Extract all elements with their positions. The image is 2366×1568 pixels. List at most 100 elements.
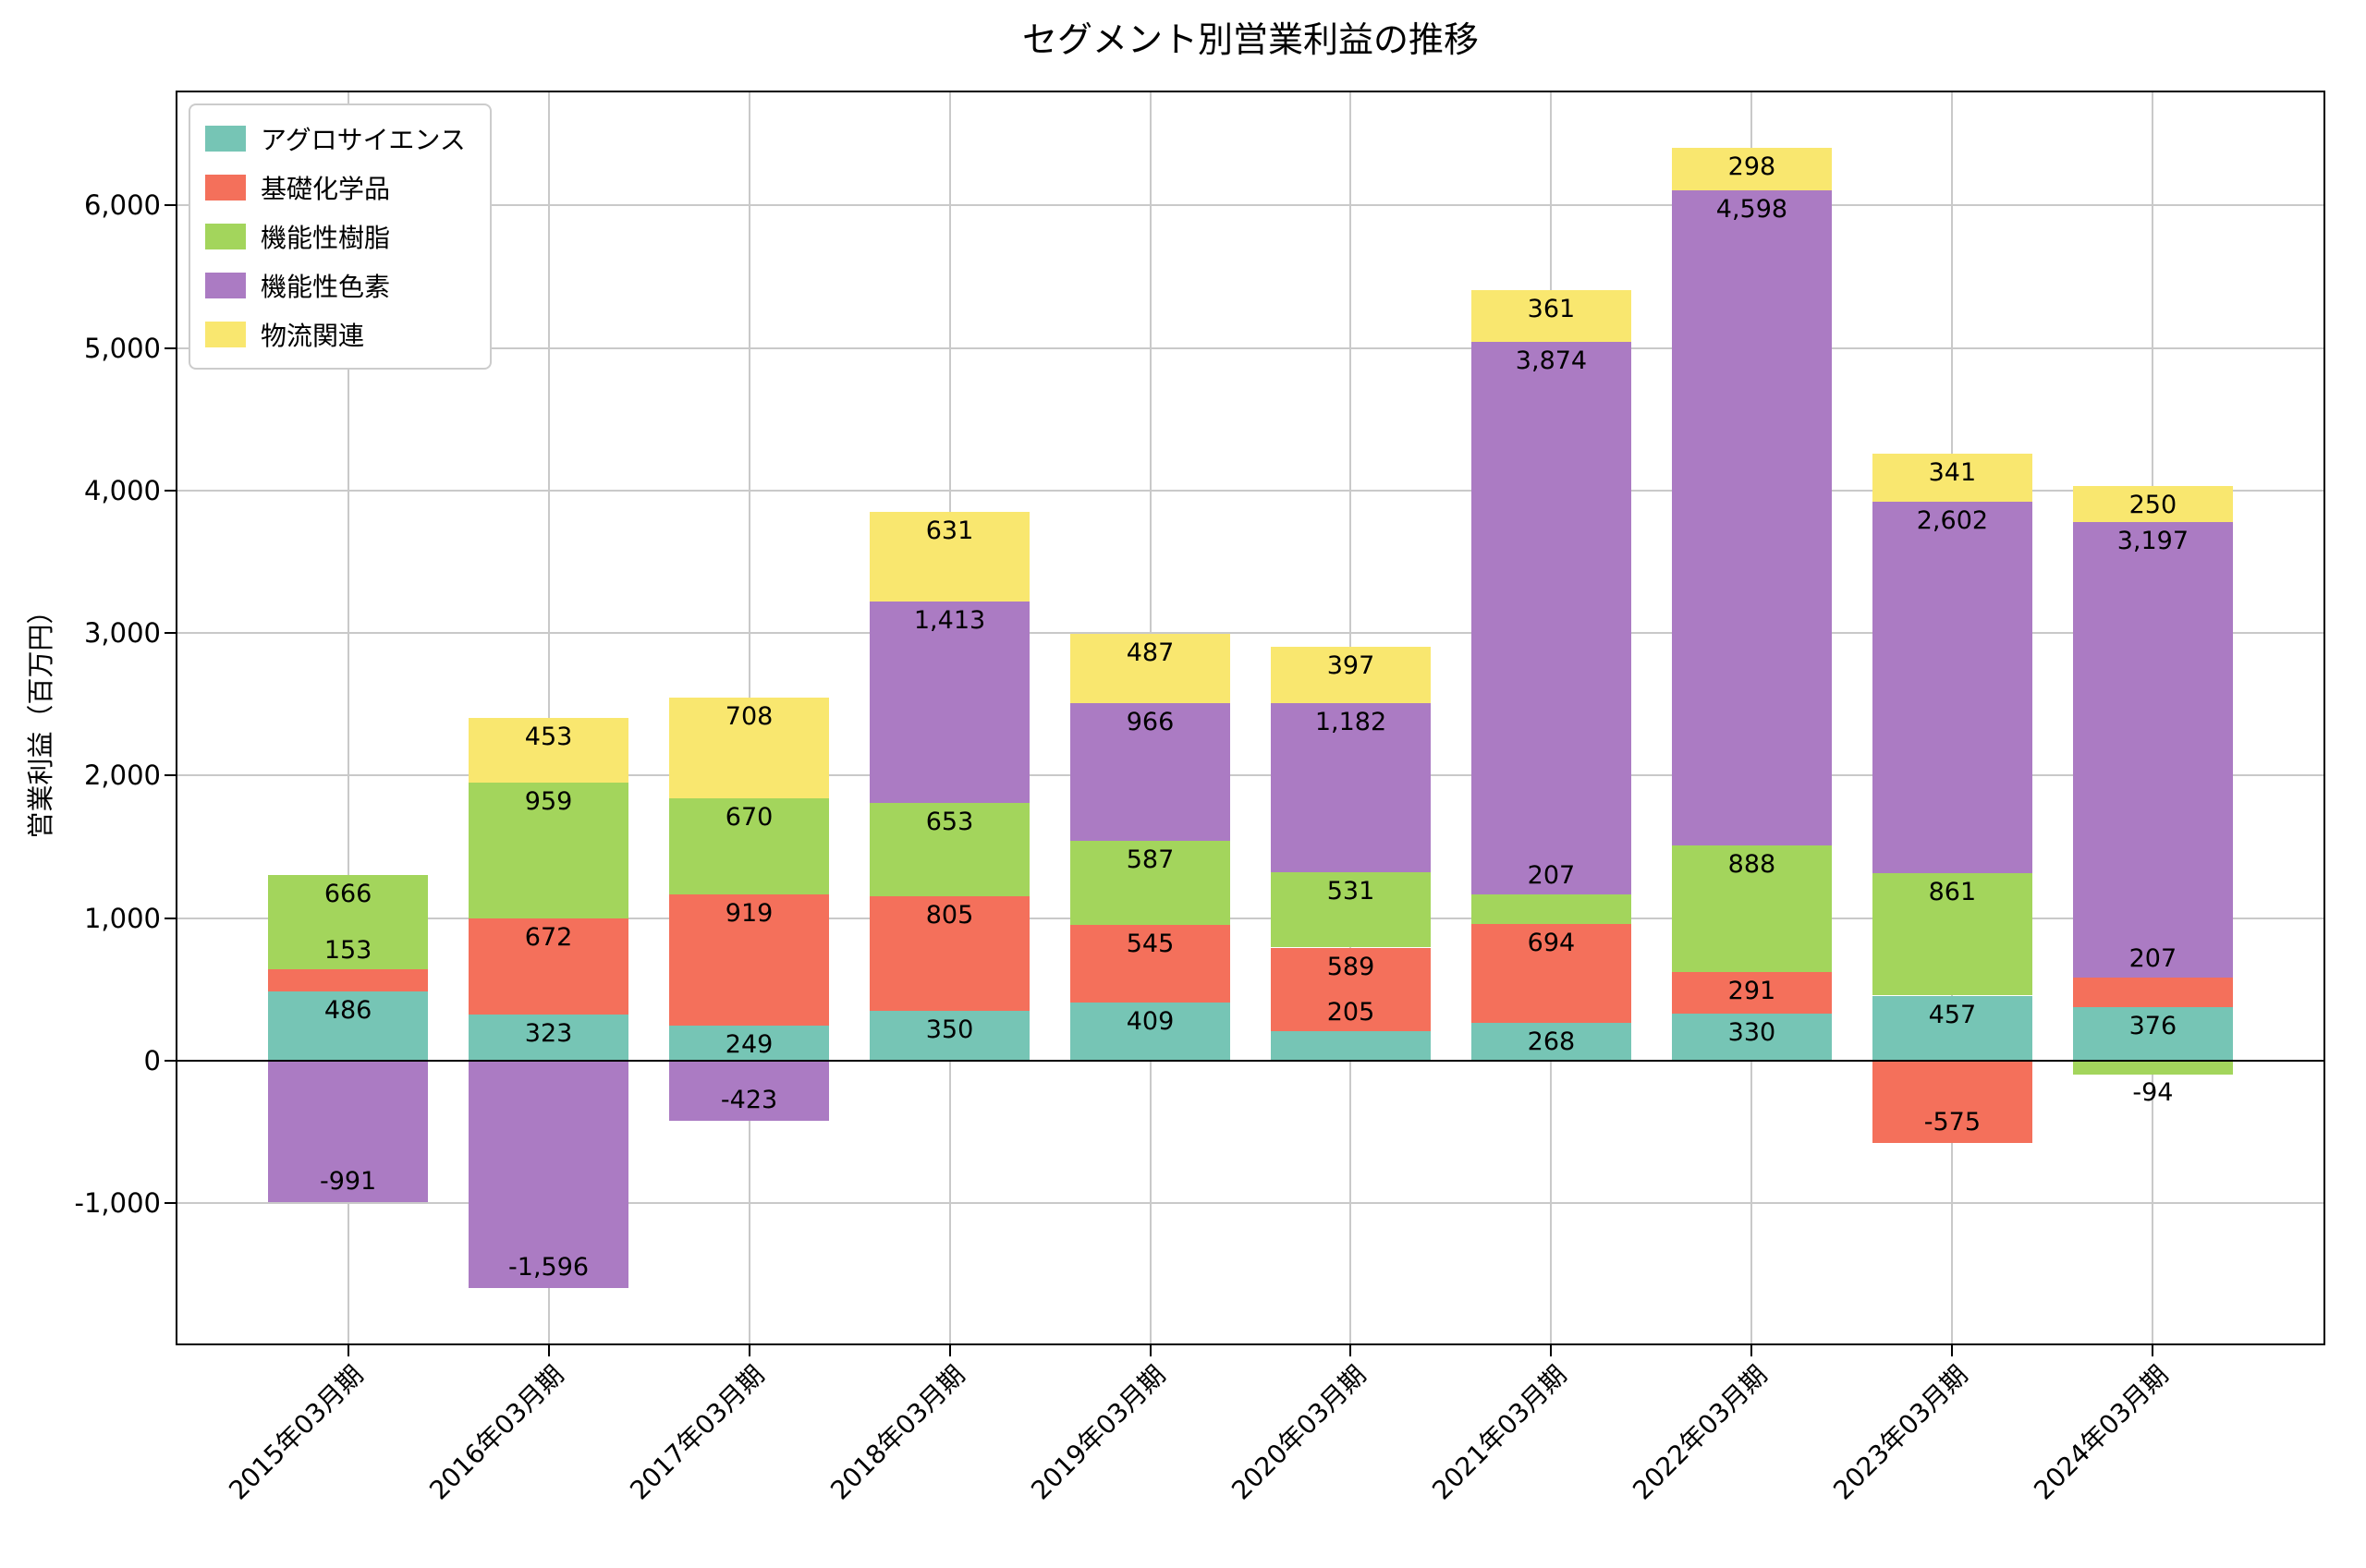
bar-segment	[1270, 703, 1432, 872]
legend-item: 物流関連	[205, 316, 466, 353]
bar-value-label: 708	[725, 702, 774, 732]
legend-item: 基礎化学品	[205, 169, 466, 206]
bar-value-label: 805	[925, 900, 974, 930]
bar-value-label: 694	[1527, 928, 1576, 957]
bar-segment	[1872, 995, 2033, 1061]
y-tick-label: 2,000	[83, 760, 161, 792]
legend-label: 機能性色素	[261, 272, 391, 302]
bar-segment	[2072, 486, 2234, 522]
bar-value-label: 453	[524, 722, 573, 751]
bar-segment	[869, 511, 1031, 602]
legend-swatch	[205, 273, 246, 298]
bar-value-label: 666	[323, 879, 372, 908]
x-tick-mark	[547, 1345, 550, 1356]
x-tick-label: 2015年03月期	[222, 1359, 370, 1506]
bar-segment	[1069, 1002, 1231, 1061]
legend-label: 機能性樹脂	[261, 223, 391, 253]
gridline-horizontal	[176, 489, 2325, 492]
bar-segment	[1069, 924, 1231, 1003]
x-tick-mark	[1951, 1345, 1954, 1356]
bar-value-label: 397	[1326, 650, 1375, 680]
bar-segment	[468, 717, 629, 783]
y-tick-mark	[165, 1202, 176, 1205]
bar-value-label: 298	[1727, 152, 1776, 181]
x-tick-label: 2024年03月期	[2027, 1359, 2175, 1506]
bar-segment	[1872, 1061, 2033, 1143]
bar-value-label: 268	[1527, 1027, 1576, 1056]
bar-segment	[267, 991, 429, 1061]
bar-segment	[2072, 1006, 2234, 1061]
x-tick-label: 2023年03月期	[1826, 1359, 1974, 1506]
bar-segment	[668, 698, 830, 799]
bar-value-label: 291	[1727, 977, 1776, 1006]
bar-value-label: 486	[323, 996, 372, 1026]
y-tick-mark	[165, 204, 176, 207]
bar-value-label: 1,182	[1314, 708, 1387, 737]
bar-segment	[1671, 1014, 1833, 1061]
bar-segment	[468, 918, 629, 1015]
bar-value-label: 1,413	[913, 606, 986, 635]
y-tick-mark	[165, 917, 176, 919]
bar-segment	[1270, 947, 1432, 1032]
bar-value-label: -991	[319, 1166, 377, 1196]
legend-swatch	[205, 322, 246, 347]
bar-segment	[2072, 978, 2234, 1007]
bar-value-label: -94	[2132, 1077, 2174, 1107]
bar-value-label: 341	[1928, 457, 1977, 487]
bar-segment	[869, 602, 1031, 804]
bar-segment	[869, 1011, 1031, 1061]
bar-segment	[1470, 341, 1632, 894]
x-tick-label: 2021年03月期	[1425, 1359, 1573, 1506]
x-tick-mark	[347, 1345, 349, 1356]
bar-segment	[1470, 893, 1632, 924]
bar-value-label: 861	[1928, 877, 1977, 906]
bar-value-label: 330	[1727, 1018, 1776, 1048]
bar-value-label: 966	[1126, 708, 1175, 737]
bar-segment	[1872, 872, 2033, 996]
bar-segment	[267, 874, 429, 970]
bar-segment	[869, 803, 1031, 896]
bar-segment	[1069, 841, 1231, 925]
bar-segment	[668, 1025, 830, 1061]
bar-segment	[1872, 453, 2033, 503]
x-tick-label: 2019年03月期	[1024, 1359, 1172, 1506]
bar-value-label: 3,874	[1515, 346, 1588, 375]
bar-value-label: 653	[925, 808, 974, 837]
y-tick-label: 5,000	[83, 332, 161, 364]
chart-title: セグメント別営業利益の推移	[1021, 19, 1479, 60]
x-tick-mark	[2152, 1345, 2154, 1356]
bar-segment	[1872, 502, 2033, 873]
x-tick-label: 2016年03月期	[422, 1359, 570, 1506]
gridline-horizontal	[176, 632, 2325, 635]
bar-segment	[1270, 1031, 1432, 1061]
legend-item: アグロサイエンス	[205, 120, 466, 157]
legend-swatch	[205, 175, 246, 201]
legend-label: 基礎化学品	[261, 174, 391, 204]
bar-value-label: 959	[524, 786, 573, 816]
bar-value-label: 672	[524, 923, 573, 953]
legend-swatch	[205, 126, 246, 152]
legend: アグロサイエンス基礎化学品機能性樹脂機能性色素物流関連	[189, 103, 492, 370]
bar-segment	[668, 1061, 830, 1122]
bar-segment	[2072, 521, 2234, 978]
x-tick-label: 2017年03月期	[623, 1359, 771, 1506]
bar-segment	[1671, 845, 1833, 973]
legend-item: 機能性色素	[205, 267, 466, 304]
bar-value-label: 4,598	[1715, 194, 1788, 224]
y-tick-mark	[165, 346, 176, 349]
bar-segment	[1671, 189, 1833, 846]
bar-value-label: 487	[1126, 638, 1175, 668]
bar-segment	[267, 969, 429, 991]
bar-value-label: 457	[1928, 1000, 1977, 1029]
bar-value-label: 249	[725, 1029, 774, 1059]
x-tick-mark	[1149, 1345, 1152, 1356]
bar-segment	[468, 782, 629, 919]
gridline-horizontal	[176, 1202, 2325, 1205]
bar-value-label: 323	[524, 1019, 573, 1049]
bar-value-label: 531	[1326, 876, 1375, 906]
x-tick-label: 2022年03月期	[1626, 1359, 1774, 1506]
bar-segment	[2072, 1061, 2234, 1075]
bar-value-label: 631	[925, 516, 974, 545]
bar-segment	[1671, 972, 1833, 1015]
